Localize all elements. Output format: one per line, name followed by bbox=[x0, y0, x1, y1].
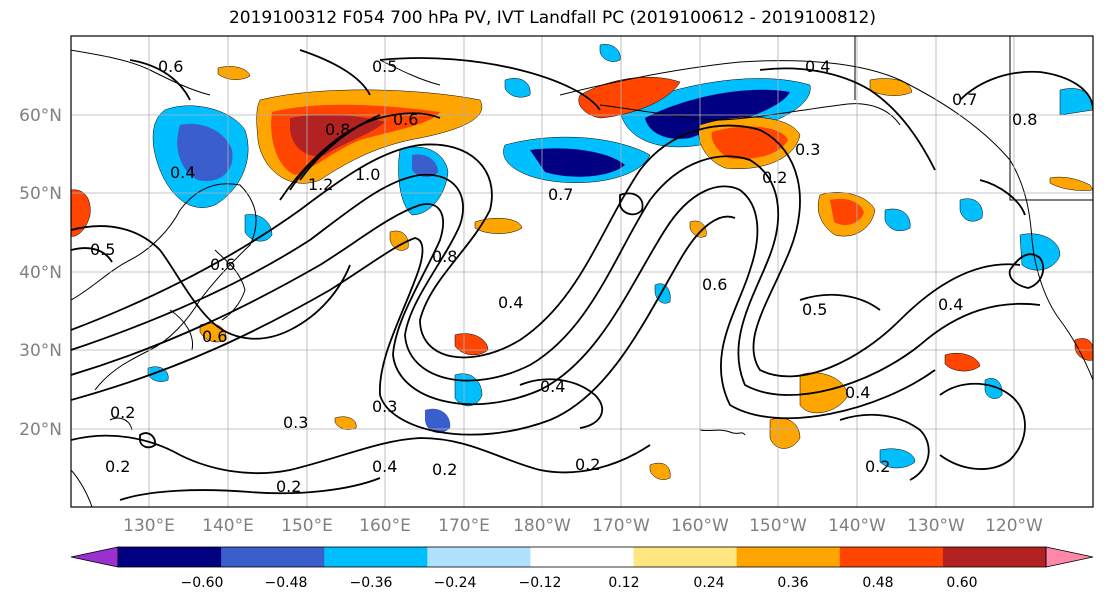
contour-label: 0.6 bbox=[702, 275, 727, 294]
contour-label: 0.4 bbox=[170, 163, 195, 182]
contour-label: 0.6 bbox=[210, 255, 235, 274]
contour-label: 0.4 bbox=[372, 457, 397, 476]
lat-label: 60°N bbox=[19, 106, 62, 126]
lon-label: 180°W bbox=[513, 516, 571, 536]
colorbar-tick-label: 0.24 bbox=[693, 575, 724, 591]
contour-label: 0.6 bbox=[393, 110, 418, 129]
lat-label: 20°N bbox=[19, 420, 62, 440]
colorbar-extend-high bbox=[1045, 546, 1094, 568]
lon-label: 150°E bbox=[281, 516, 333, 536]
colorbar-tick-label: 0.48 bbox=[862, 575, 893, 591]
lon-label: 170°E bbox=[438, 516, 490, 536]
colorbar-bin bbox=[118, 547, 222, 567]
colorbar-extend-low bbox=[70, 546, 119, 568]
colorbar-tick-label: 0.36 bbox=[777, 575, 808, 591]
contour-label: 0.2 bbox=[276, 477, 301, 496]
lat-label: 40°N bbox=[19, 263, 62, 283]
contour-label: 0.3 bbox=[372, 397, 397, 416]
contour-label: 0.2 bbox=[105, 457, 130, 476]
contour-label: 0.7 bbox=[548, 185, 573, 204]
lon-label: 150°W bbox=[749, 516, 807, 536]
contour-label: 0.7 bbox=[952, 90, 977, 109]
lon-label: 140°E bbox=[202, 516, 254, 536]
contour-label: 0.6 bbox=[202, 327, 227, 346]
lat-label: 30°N bbox=[19, 341, 62, 361]
contour-label: 0.8 bbox=[432, 247, 457, 266]
contour-label: 0.5 bbox=[90, 240, 115, 259]
contour-label: 0.3 bbox=[283, 413, 308, 432]
contour-label: 1.0 bbox=[355, 165, 380, 184]
ivt-contours bbox=[71, 49, 1093, 501]
colorbar-bin bbox=[736, 547, 841, 567]
colorbar-bin bbox=[324, 547, 428, 567]
contour-label: 0.2 bbox=[762, 168, 787, 187]
contour-labels: 0.6 0.5 0.8 1.2 1.0 0.6 0.4 0.3 0.2 0.7 … bbox=[90, 57, 1037, 496]
contour-label: 0.2 bbox=[575, 455, 600, 474]
contour-label: 0.5 bbox=[372, 57, 397, 76]
contour-label: 0.2 bbox=[432, 460, 457, 479]
contour-label: 0.2 bbox=[865, 457, 890, 476]
latitude-labels: 60°N 50°N 40°N 30°N 20°N bbox=[19, 106, 62, 440]
colorbar-bin bbox=[530, 547, 635, 567]
contour-label: 0.2 bbox=[110, 403, 135, 422]
colorbar-frame bbox=[117, 546, 1047, 568]
coastlines bbox=[71, 36, 1093, 507]
map-frame bbox=[70, 35, 1094, 508]
longitude-labels: 130°E 140°E 150°E 160°E 170°E 180°W 170°… bbox=[123, 516, 1043, 536]
colorbar-tick-label: −0.12 bbox=[519, 575, 562, 591]
contour-label: 0.4 bbox=[845, 383, 870, 402]
map-title: 2019100312 F054 700 hPa PV, IVT Landfall… bbox=[228, 8, 876, 28]
contour-label: 1.2 bbox=[308, 175, 333, 194]
lat-label: 50°N bbox=[19, 184, 62, 204]
colorbar-ticks: −0.60 −0.48 −0.36 −0.24 −0.12 0.12 0.24 … bbox=[181, 575, 978, 591]
contour-label: 0.8 bbox=[325, 120, 350, 139]
contour-label: 0.4 bbox=[805, 57, 830, 76]
contour-label: 0.8 bbox=[1012, 110, 1037, 129]
lon-label: 140°W bbox=[828, 516, 886, 536]
colorbar-bin bbox=[839, 547, 944, 567]
contour-label: 0.6 bbox=[158, 57, 183, 76]
lon-label: 160°W bbox=[671, 516, 729, 536]
colorbar-tick-label: 0.60 bbox=[946, 575, 977, 591]
colorbar-tick-label: 0.12 bbox=[608, 575, 639, 591]
lon-label: 120°W bbox=[985, 516, 1043, 536]
contour-label: 0.5 bbox=[802, 300, 827, 319]
lon-label: 160°E bbox=[359, 516, 411, 536]
colorbar-tick-label: −0.24 bbox=[434, 575, 477, 591]
colorbar bbox=[70, 546, 1094, 568]
contour-label: 0.4 bbox=[938, 295, 963, 314]
colorbar-bin bbox=[427, 547, 531, 567]
lon-label: 170°W bbox=[592, 516, 650, 536]
colorbar-bin bbox=[221, 547, 325, 567]
lon-label: 130°W bbox=[907, 516, 965, 536]
graticule bbox=[71, 36, 1093, 507]
contour-label: 0.4 bbox=[540, 377, 565, 396]
contour-label: 0.3 bbox=[795, 140, 820, 159]
lon-label: 130°E bbox=[123, 516, 175, 536]
colorbar-tick-label: −0.60 bbox=[181, 575, 224, 591]
colorbar-bin bbox=[942, 547, 1047, 567]
colorbar-tick-label: −0.48 bbox=[265, 575, 308, 591]
colorbar-tick-label: −0.36 bbox=[350, 575, 393, 591]
contour-label: 0.4 bbox=[498, 293, 523, 312]
colorbar-bin bbox=[633, 547, 738, 567]
